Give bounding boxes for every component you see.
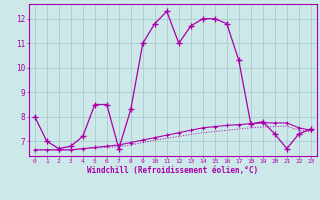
X-axis label: Windchill (Refroidissement éolien,°C): Windchill (Refroidissement éolien,°C)	[87, 166, 258, 175]
